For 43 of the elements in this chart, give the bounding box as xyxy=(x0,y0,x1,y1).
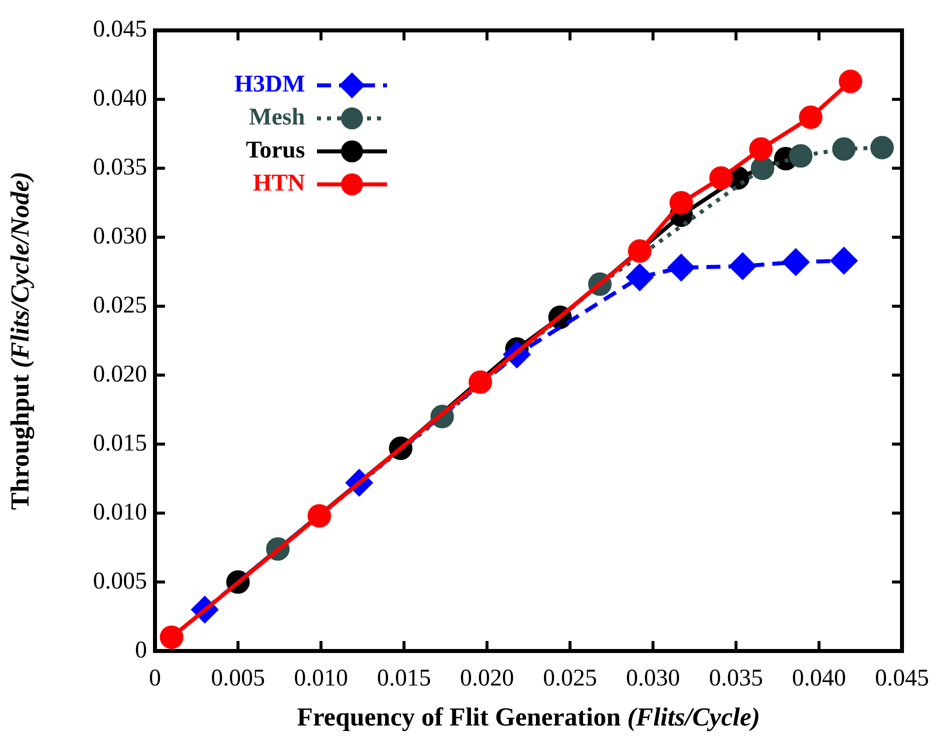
y-tick-label: 0.040 xyxy=(93,86,147,112)
y-tick-label: 0.015 xyxy=(93,430,147,456)
x-tick-label: 0.040 xyxy=(792,666,846,692)
x-axis-title: Frequency of Flit Generation (Flits/Cycle) xyxy=(296,702,760,732)
point xyxy=(749,137,773,161)
x-tick-label: 0.010 xyxy=(294,666,348,692)
y-tick-label: 0 xyxy=(135,637,147,664)
legend-label: HTN xyxy=(252,170,306,197)
point xyxy=(667,254,695,282)
point xyxy=(750,156,774,180)
y-tick-label: 0.020 xyxy=(93,361,147,388)
y-tick-label: 0.025 xyxy=(93,292,147,319)
point xyxy=(308,504,332,528)
y-tick-label: 0.010 xyxy=(93,499,147,526)
y-tick-label: 0.035 xyxy=(93,154,147,181)
point xyxy=(830,246,858,274)
point xyxy=(468,370,492,394)
point xyxy=(728,252,756,280)
legend-label: H3DM xyxy=(234,72,305,98)
x-tick-label: 0.025 xyxy=(543,666,597,692)
point xyxy=(782,248,810,276)
point xyxy=(870,136,894,160)
x-tick-label: 0.030 xyxy=(626,666,680,692)
point xyxy=(160,625,184,649)
x-tick-label: 0.045 xyxy=(875,666,929,692)
point xyxy=(832,137,856,161)
point xyxy=(798,106,822,130)
point xyxy=(628,239,652,263)
x-tick-label: 0.035 xyxy=(709,666,763,692)
x-tick-label: 0.015 xyxy=(377,666,431,692)
x-tick-label: 0.005 xyxy=(211,666,265,692)
legend-label: Mesh xyxy=(249,104,305,131)
point xyxy=(788,144,812,168)
x-tick-label: 0.020 xyxy=(460,666,514,692)
y-tick-label: 0.030 xyxy=(93,224,147,250)
legend-label: Torus xyxy=(246,138,305,164)
point xyxy=(709,166,733,190)
y-tick-label: 0.045 xyxy=(93,16,147,43)
y-tick-label: 0.005 xyxy=(93,568,147,594)
point xyxy=(838,70,862,94)
point xyxy=(626,264,654,292)
point xyxy=(669,191,693,215)
y-axis-title: Throughput (Flits/Cycle/Node) xyxy=(6,172,35,510)
